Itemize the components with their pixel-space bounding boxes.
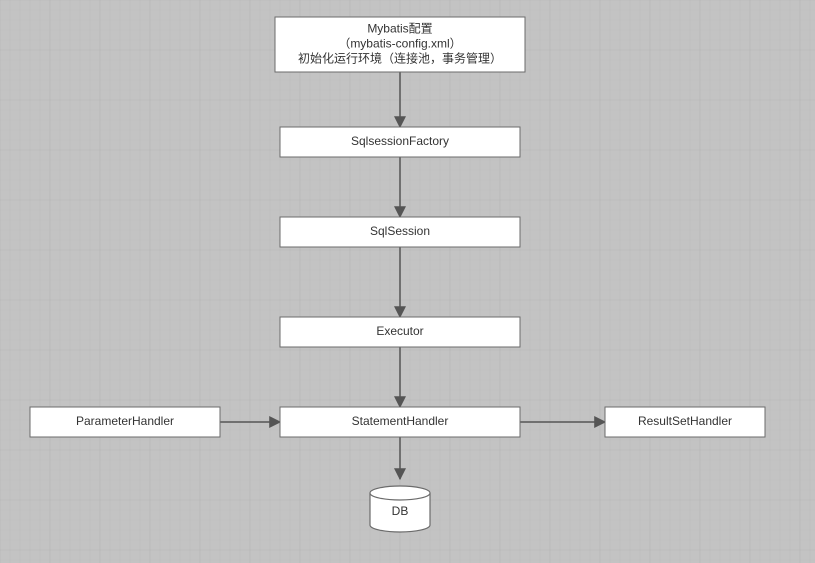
node-executor: Executor <box>280 317 520 347</box>
node-config: Mybatis配置（mybatis-config.xml）初始化运行环境（连接池… <box>275 17 525 72</box>
node-result: ResultSetHandler <box>605 407 765 437</box>
node-param-label-0: ParameterHandler <box>76 414 174 428</box>
node-config-label-1: （mybatis-config.xml） <box>338 37 461 51</box>
node-db-label-0: DB <box>392 504 409 518</box>
canvas-bg <box>0 0 815 563</box>
node-config-label-2: 初始化运行环境（连接池，事务管理） <box>298 51 502 66</box>
node-db: DB <box>370 486 430 532</box>
node-session-label-0: SqlSession <box>370 224 430 238</box>
node-factory-label-0: SqlsessionFactory <box>351 134 449 148</box>
diagram-canvas: Mybatis配置（mybatis-config.xml）初始化运行环境（连接池… <box>0 0 815 563</box>
node-param: ParameterHandler <box>30 407 220 437</box>
node-statement: StatementHandler <box>280 407 520 437</box>
node-session: SqlSession <box>280 217 520 247</box>
node-executor-label-0: Executor <box>376 324 423 338</box>
node-config-label-0: Mybatis配置 <box>367 22 432 36</box>
node-result-label-0: ResultSetHandler <box>638 414 732 428</box>
node-factory: SqlsessionFactory <box>280 127 520 157</box>
node-statement-label-0: StatementHandler <box>352 414 449 428</box>
